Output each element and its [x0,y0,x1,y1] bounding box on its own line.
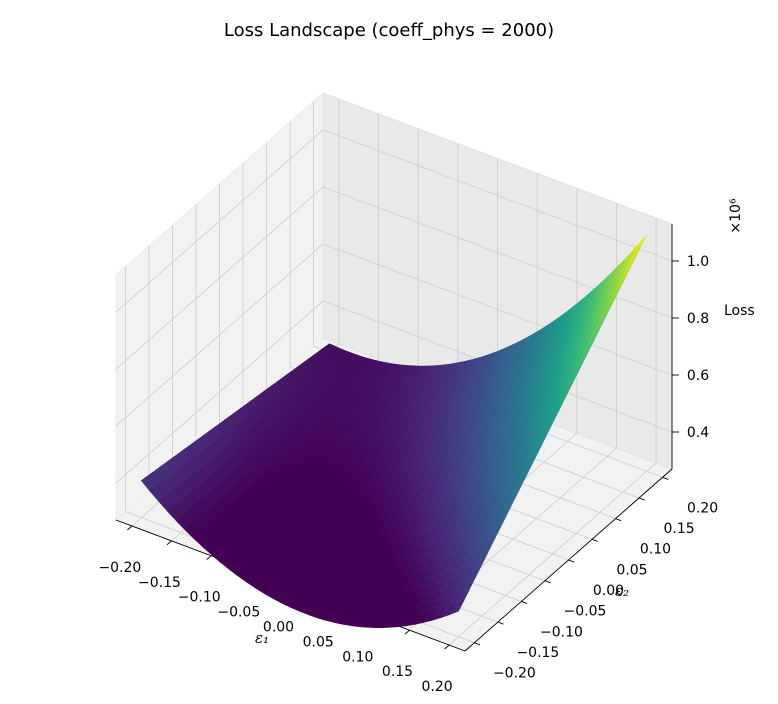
back-wall-gridline [322,129,673,262]
left-wall-gridline [115,129,324,313]
y-tick-mark [638,497,645,501]
x-tick-label: −0.05 [217,605,260,621]
y-tick-mark [521,600,528,604]
z-tick-label: 1.0 [687,254,709,270]
x-tick-label: 0.05 [303,634,334,650]
x-tick-label: 0.00 [263,620,294,636]
y-tick-label: −0.10 [540,624,583,640]
z-axis-label: Loss [724,303,755,319]
x-tick-label: −0.15 [138,575,181,591]
y-tick-label: 0.20 [687,500,718,516]
left-wall-gridline [115,186,324,370]
y-tick-label: 0.10 [640,542,671,558]
x-tick-mark [206,555,212,561]
x-axis-label: ε₁ [255,629,269,647]
x-tick-label: −0.10 [178,590,221,606]
y-tick-mark [591,538,598,542]
y-tick-label: −0.20 [493,666,536,682]
surface-patch [449,600,465,616]
z-tick-label: 0.8 [687,311,709,327]
axes-3d: −0.20−0.15−0.10−0.050.000.050.100.150.20… [98,91,718,695]
x-tick-mark [127,525,133,531]
y-tick-mark [544,580,551,584]
y-tick-label: −0.15 [516,645,559,661]
x-tick-mark [166,540,172,546]
back-wall-gridline [322,243,673,376]
x-tick-mark [444,644,450,650]
y-tick-label: 0.05 [616,562,647,578]
y-tick-label: 0.15 [664,521,695,537]
chart-title: Loss Landscape (coeff_phys = 2000) [224,20,554,41]
y-axis-label: ε₂ [615,582,629,600]
y-tick-mark [615,518,622,522]
z-tick-label: 0.6 [687,368,709,384]
x-tick-label: 0.20 [422,679,453,695]
x-tick-label: 0.15 [382,664,413,680]
y-tick-label: 0.00 [593,583,624,599]
y-tick-mark [474,642,481,646]
y-tick-mark [662,476,669,480]
y-tick-mark [568,559,575,563]
y-tick-mark [497,621,504,625]
z-tick-label: 0.4 [687,425,709,441]
y-tick-label: −0.05 [564,604,607,620]
x-tick-mark [404,629,410,635]
left-wall-gridline [115,243,324,427]
x-tick-label: −0.20 [98,560,141,576]
z-offset-label: ×10⁶ [728,198,744,234]
left-wall-gridline [115,300,324,484]
x-tick-label: 0.10 [342,649,373,665]
